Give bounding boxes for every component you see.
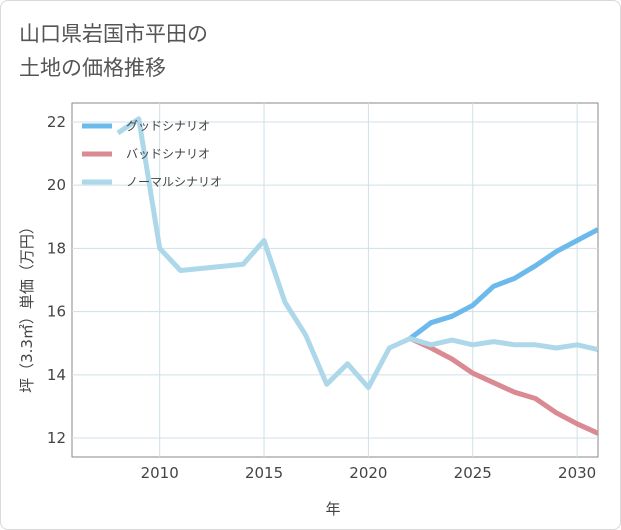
chart-title-line2: 土地の価格推移	[19, 56, 166, 80]
x-tick-label: 2010	[141, 464, 179, 482]
legend-label: ノーマルシナリオ	[126, 175, 222, 189]
y-tick-label: 22	[47, 113, 66, 131]
y-tick-label: 14	[47, 366, 66, 384]
y-tick-label: 16	[47, 303, 66, 321]
y-tick-label: 20	[47, 176, 66, 194]
y-tick-label: 12	[47, 429, 66, 447]
x-tick-label: 2025	[454, 464, 492, 482]
chart-title-line1: 山口県岩国市平田の	[19, 22, 208, 46]
y-axis-label: 坪（3.3㎡）単価（万円）	[18, 219, 36, 393]
chart-title: 山口県岩国市平田の 土地の価格推移	[19, 17, 208, 85]
series-line-good	[408, 227, 598, 341]
x-tick-label: 2015	[245, 464, 283, 482]
x-tick-label: 2020	[349, 464, 387, 482]
legend-label: グッドシナリオ	[126, 119, 210, 133]
y-tick-label: 18	[47, 239, 66, 257]
x-axis-label: 年	[325, 500, 340, 518]
series-layer	[116, 116, 598, 436]
x-tick-label: 2030	[558, 464, 596, 482]
tick-layer: 2010 2015 2020 2025 2030 12 14 16 18 20 22	[47, 113, 596, 482]
legend-label: バッドシナリオ	[126, 147, 210, 161]
series-line-normal	[116, 116, 598, 390]
series-line-bad	[409, 336, 598, 436]
